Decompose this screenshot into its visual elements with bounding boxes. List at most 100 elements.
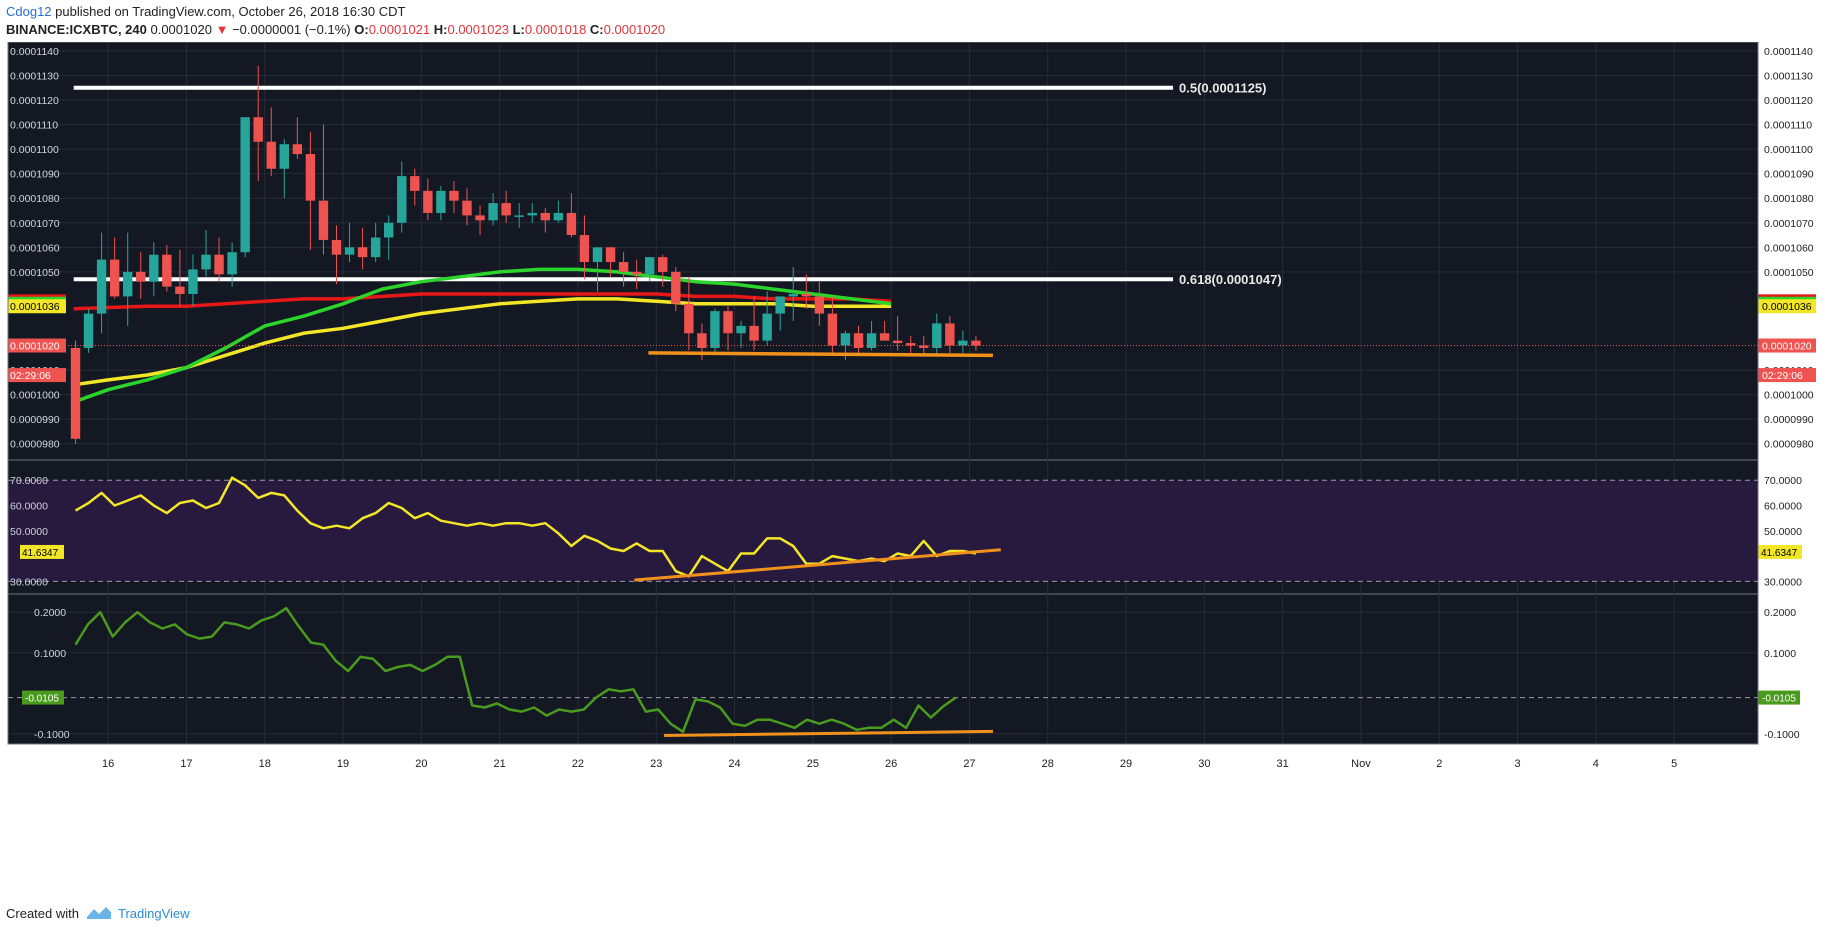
- ma-red-line: [73, 292, 892, 311]
- candle-body: [305, 154, 316, 201]
- open-label: O:: [354, 22, 369, 37]
- candle-body: [697, 333, 707, 348]
- rsi-trend-line: [634, 548, 1001, 582]
- candle-body: [96, 259, 107, 314]
- chart-footer: Created with TradingView: [0, 896, 1828, 930]
- candle-body: [279, 144, 289, 169]
- time-tick-label: 23: [650, 758, 662, 770]
- time-tick-label: 27: [963, 758, 975, 770]
- candle-body: [292, 144, 303, 155]
- osc-value-right: -0.0105: [1762, 694, 1796, 705]
- high-value: 0.0001023: [447, 22, 509, 37]
- rsi-axis-left-label: 30.0000: [10, 576, 48, 588]
- time-tick-label: 3: [1514, 758, 1520, 770]
- price-tag-left-label: 0.0001036: [10, 301, 60, 313]
- candle-body: [749, 325, 759, 341]
- candle-body: [631, 271, 642, 275]
- candle-body: [579, 235, 590, 263]
- tradingview-link[interactable]: TradingView: [118, 906, 190, 921]
- candle-body: [501, 203, 511, 216]
- chart-header: Cdog12 published on TradingView.com, Oct…: [0, 0, 1828, 42]
- price-axis-left-label: 0.0001070: [10, 218, 60, 230]
- osc-trend-line: [664, 729, 993, 737]
- candle-body: [892, 340, 903, 344]
- candle-body: [423, 190, 433, 213]
- candle-body: [357, 247, 368, 258]
- candle-body: [410, 176, 420, 191]
- price-tag-right: [1758, 368, 1816, 383]
- candle-body: [801, 293, 811, 297]
- rsi-axis-right-label: 50.0000: [1764, 526, 1802, 538]
- candle-body: [814, 296, 825, 314]
- price-tag-right-label: 02:29:06: [1762, 370, 1803, 382]
- price-axis-right-label: 0.0001130: [1764, 70, 1813, 82]
- osc-axis-right-label: 0.1000: [1764, 648, 1796, 660]
- candle-body: [788, 293, 798, 297]
- price-axis-left-label: 0.0001140: [10, 46, 59, 58]
- price-axis-left-label: 0.0000980: [10, 439, 60, 451]
- tradingview-logo-icon: [87, 907, 111, 919]
- time-tick-label: 18: [259, 758, 271, 770]
- candle-body: [253, 117, 263, 142]
- candle-body: [370, 237, 381, 258]
- price-axis-right-label: 0.0000980: [1764, 439, 1814, 451]
- price-axis-left-label: 0.0001090: [10, 169, 60, 181]
- time-tick-label: 5: [1671, 758, 1677, 770]
- candle-body: [684, 303, 694, 334]
- price-axis-right-label: 0.0001080: [1764, 193, 1814, 205]
- price-axis-right-label: 0.0001090: [1764, 169, 1814, 181]
- high-label: H:: [433, 22, 448, 37]
- price-axis-right-label: 0.0000990: [1764, 414, 1814, 426]
- candle-body: [449, 190, 459, 201]
- candle-body: [266, 141, 276, 169]
- price-axis-left-label: 0.0000990: [10, 414, 60, 426]
- low-label: L:: [512, 22, 525, 37]
- candle-body: [344, 247, 355, 255]
- osc-axis-right-label: -0.1000: [1764, 729, 1800, 741]
- price-axis-left-label: 0.0001060: [10, 242, 60, 254]
- candle-body: [566, 212, 577, 236]
- author-link[interactable]: Cdog12: [6, 4, 52, 19]
- candle-body: [227, 252, 237, 275]
- candle-body: [618, 262, 629, 272]
- candle-body: [736, 325, 746, 334]
- chart-canvas[interactable]: 16 17 18 19 20 21 22 23 24 25 26 27 28 29 30 31 Nov 2 3 4 50…: [0, 42, 1828, 896]
- price-axis-right-label: 0.0001120: [1764, 95, 1813, 107]
- rsi-value-tag-right: [1758, 544, 1802, 559]
- price-axis-left-label: 0.0001100: [10, 144, 59, 156]
- candle-body: [710, 311, 720, 348]
- candle-body: [671, 271, 681, 304]
- price-tag-right-label: 0.0001036: [1762, 301, 1812, 313]
- candle-body: [397, 176, 407, 223]
- price-axis-left-label: 0.0001050: [10, 267, 60, 279]
- candle-body: [436, 190, 446, 213]
- rsi-band: [8, 480, 1758, 582]
- time-tick-label: 16: [102, 758, 114, 770]
- rsi-axis-right-label: 70.0000: [1764, 475, 1802, 487]
- candle-body: [331, 239, 342, 255]
- price-tag-left-label: 02:29:06: [10, 370, 51, 382]
- price-axis-right-label: 0.0001100: [1764, 144, 1813, 156]
- plot-border: [7, 42, 1759, 745]
- rsi-line: [74, 476, 977, 578]
- price-tag-left: [8, 299, 66, 314]
- time-tick-label: Nov: [1351, 758, 1371, 770]
- candle-body: [136, 271, 146, 282]
- time-tick-label: 30: [1198, 758, 1210, 770]
- time-tick-label: 19: [337, 758, 349, 770]
- rsi-axis-left-label: 70.0000: [10, 475, 48, 487]
- candle-body: [919, 345, 929, 348]
- candle-body: [201, 254, 211, 270]
- osc-value-tag-right: [1758, 690, 1800, 705]
- time-tick-label: 20: [415, 758, 427, 770]
- price-axis-left-label: 0.0001120: [10, 95, 59, 107]
- candle-body: [123, 271, 133, 297]
- candle-body: [866, 333, 877, 348]
- candle-body: [527, 212, 537, 216]
- candle-body: [762, 313, 772, 341]
- rsi-value-left: 41.6347: [22, 548, 59, 559]
- price-axis-right-label: 0.0001110: [1764, 120, 1812, 132]
- price-tag-left: [8, 368, 66, 383]
- price-axis-left-label: 0.0001110: [10, 120, 58, 132]
- open-value: 0.0001021: [368, 22, 431, 37]
